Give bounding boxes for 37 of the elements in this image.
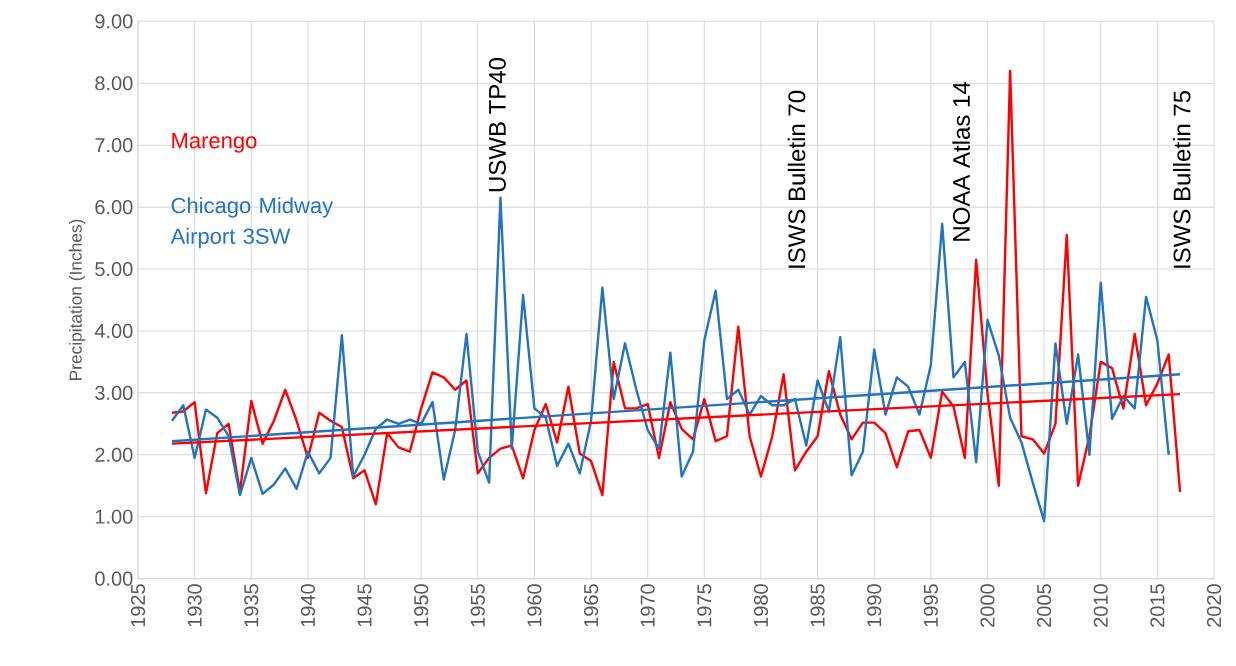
annotation: ISWS Bulletin 70 bbox=[787, 90, 806, 268]
x-tick-label: 2010 bbox=[1093, 584, 1108, 627]
x-tick-label: 1970 bbox=[640, 584, 655, 627]
x-tick-label: 1980 bbox=[753, 584, 769, 627]
annotation: ISWS Bulletin 75 bbox=[1172, 90, 1191, 268]
x-tick-label: 1925 bbox=[130, 584, 146, 627]
x-tick-label: 1930 bbox=[187, 584, 202, 627]
x-tick-label: 1955 bbox=[470, 584, 485, 627]
y-tick-label: 6.00 bbox=[95, 200, 133, 215]
annotation: NOAA Atlas 14 bbox=[952, 81, 970, 241]
y-tick-label: 3.00 bbox=[95, 385, 133, 400]
y-tick-label: 7.00 bbox=[95, 138, 133, 153]
text: Marengo bbox=[172, 133, 257, 153]
y-axis-title: Precipitation (Inches) bbox=[69, 219, 86, 380]
y-tick-label: 0.00 bbox=[95, 571, 133, 586]
x-tick-label: 1975 bbox=[697, 584, 712, 627]
x-tick-label: 1935 bbox=[244, 584, 259, 627]
x-tick-label: 1940 bbox=[300, 584, 315, 627]
y-tick-label: 9.00 bbox=[95, 14, 133, 29]
text: Chicago Midway Airport 3SW bbox=[170, 197, 334, 249]
x-tick-label: 2000 bbox=[980, 584, 995, 627]
x-tick-label: 1990 bbox=[867, 584, 882, 627]
y-tick-label: 2.00 bbox=[95, 447, 133, 462]
x-tick-label: 2015 bbox=[1150, 584, 1165, 627]
y-tick-label: 1.00 bbox=[95, 509, 133, 524]
y-tick-label: 4.00 bbox=[94, 323, 133, 339]
y-tick-label: 8.00 bbox=[95, 76, 133, 91]
x-tick-label: 1965 bbox=[583, 584, 599, 627]
x-tick-label: 2020 bbox=[1206, 584, 1222, 627]
x-tick-label: 1995 bbox=[923, 584, 938, 627]
y-tick-label: 5.00 bbox=[95, 261, 133, 277]
x-tick-label: 1960 bbox=[527, 584, 542, 627]
x-tick-label: 1985 bbox=[810, 584, 825, 627]
x-tick-label: 1945 bbox=[357, 584, 372, 627]
annotation: USWB TP40 bbox=[488, 57, 506, 192]
x-tick-label: 2005 bbox=[1037, 584, 1052, 627]
x-tick-label: 1950 bbox=[414, 584, 429, 627]
